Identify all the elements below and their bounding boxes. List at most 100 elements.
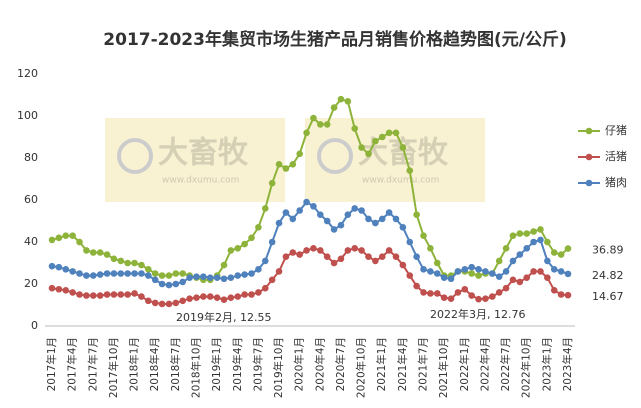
x-tick-label: 2020年1月 [293, 337, 306, 391]
x-tick-label: 2023年1月 [540, 337, 553, 391]
series-line [51, 247, 569, 305]
point [523, 274, 531, 282]
watermark-box [105, 118, 285, 202]
point [158, 272, 166, 279]
x-tick-label: 2018年4月 [148, 337, 161, 391]
point [564, 245, 572, 252]
point [289, 249, 297, 256]
point [365, 150, 372, 158]
point [234, 245, 242, 252]
point [151, 299, 159, 307]
x-tick-label: 2017年1月 [45, 337, 58, 391]
point [378, 253, 386, 260]
point [268, 179, 276, 187]
legend-marker [585, 153, 593, 161]
point [261, 284, 269, 292]
x-tick-label: 2021年10月 [437, 337, 450, 398]
point [83, 272, 90, 279]
point [351, 205, 359, 212]
point [509, 257, 517, 265]
point [557, 291, 565, 298]
point [69, 268, 76, 275]
point [365, 253, 372, 260]
point [372, 219, 379, 227]
y-tick-label: 80 [24, 151, 38, 164]
watermark-logo [317, 138, 353, 174]
point [440, 274, 448, 282]
point [447, 295, 455, 303]
point [62, 266, 70, 273]
point [138, 261, 145, 269]
x-tick-label: 2020年4月 [313, 337, 326, 391]
point [427, 290, 434, 297]
point [110, 255, 118, 263]
point [550, 249, 558, 256]
point [475, 272, 482, 279]
annotation: 2022年3月, 12.76 [430, 307, 525, 321]
point [268, 276, 276, 284]
x-tick-label: 2019年10月 [272, 337, 285, 398]
point [55, 285, 63, 293]
legend-marker [585, 179, 593, 187]
point [55, 263, 63, 271]
point [179, 270, 187, 277]
point [117, 257, 125, 265]
point [213, 274, 221, 282]
point [385, 247, 393, 254]
point [454, 268, 462, 275]
point [544, 274, 551, 282]
point [482, 268, 489, 275]
point [433, 290, 441, 297]
point [145, 297, 152, 305]
point [117, 270, 125, 277]
point [427, 268, 434, 275]
point [489, 270, 496, 277]
point [330, 226, 338, 233]
point [378, 133, 386, 141]
point [413, 253, 420, 260]
y-tick-label: 60 [24, 193, 38, 206]
end-value-label: 14.67 [592, 290, 624, 303]
point [268, 238, 276, 246]
x-tick-label: 2020年7月 [334, 337, 347, 391]
point [447, 275, 455, 283]
point [89, 249, 97, 256]
point [179, 278, 187, 286]
point [365, 215, 372, 223]
point [413, 282, 420, 290]
point [89, 292, 97, 299]
point [69, 289, 76, 296]
point [227, 274, 235, 282]
point [303, 129, 310, 137]
point [399, 144, 407, 151]
point [124, 291, 131, 298]
point [544, 257, 551, 265]
point [206, 274, 214, 282]
point [502, 268, 510, 275]
watermark-url: www.dxumu.com [362, 176, 439, 186]
point [461, 285, 469, 293]
point [344, 211, 352, 218]
point [330, 104, 338, 111]
point [351, 125, 359, 132]
point [461, 266, 469, 273]
point [255, 289, 262, 296]
point [509, 276, 517, 284]
point [550, 266, 558, 273]
point [516, 251, 524, 258]
point [206, 293, 214, 300]
point [344, 98, 352, 105]
point [158, 300, 166, 308]
point [186, 274, 193, 282]
point [344, 247, 352, 254]
point [420, 289, 427, 296]
x-tick-label: 2017年10月 [107, 337, 120, 398]
point [172, 299, 180, 307]
point [255, 224, 262, 231]
x-tick-label: 2023年4月 [561, 337, 574, 391]
point [241, 271, 248, 278]
point [124, 270, 131, 277]
point [440, 294, 448, 301]
point [172, 270, 180, 277]
point [399, 261, 407, 269]
